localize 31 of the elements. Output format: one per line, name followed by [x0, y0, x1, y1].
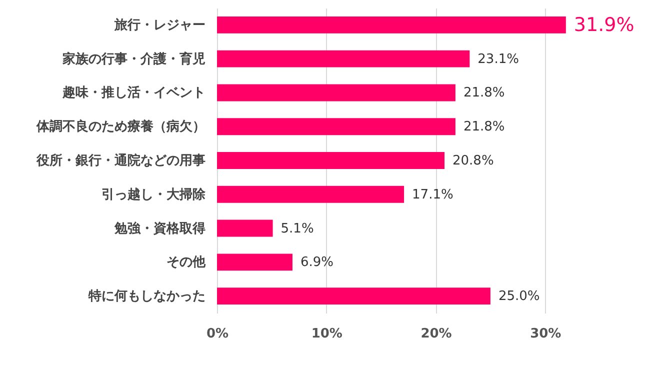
x-tick-label: 10% [311, 326, 342, 342]
bar [217, 220, 273, 237]
bar [217, 50, 470, 68]
y-tick-label: 引っ越し・大掃除 [102, 187, 206, 202]
bar [217, 152, 444, 169]
bar [217, 84, 456, 102]
bar [217, 288, 490, 305]
x-tick-label: 0% [206, 326, 229, 342]
y-tick-label: 家族の行事・介護・育児 [62, 50, 206, 67]
x-tick-label: 20% [420, 326, 452, 342]
data-label: 31.9% [574, 14, 634, 36]
data-label: 6.9% [300, 255, 334, 270]
data-label: 20.8% [452, 154, 494, 168]
data-label: 5.1% [280, 221, 314, 236]
x-tick-label: 30% [530, 326, 562, 342]
y-tick-label: 体調不良のため療養（病欠） [36, 118, 206, 135]
y-tick-label: 特に何もしなかった [88, 289, 206, 304]
bar [217, 118, 456, 136]
data-label: 21.8% [463, 120, 505, 135]
bar [217, 186, 404, 203]
bar [217, 254, 292, 271]
data-label: 25.0% [498, 289, 540, 304]
data-label: 21.8% [463, 86, 505, 101]
y-tick-label: 旅行・レジャー [114, 16, 206, 33]
data-label: 23.1% [478, 52, 519, 67]
y-tick-label: 勉強・資格取得 [114, 220, 206, 236]
data-label: 17.1% [412, 187, 454, 202]
y-tick-label: 趣味・推し活・イベント [62, 86, 206, 101]
y-tick-label: その他 [166, 255, 206, 270]
bar [217, 16, 566, 34]
y-tick-label: 役所・銀行・通院などの用事 [36, 152, 206, 168]
